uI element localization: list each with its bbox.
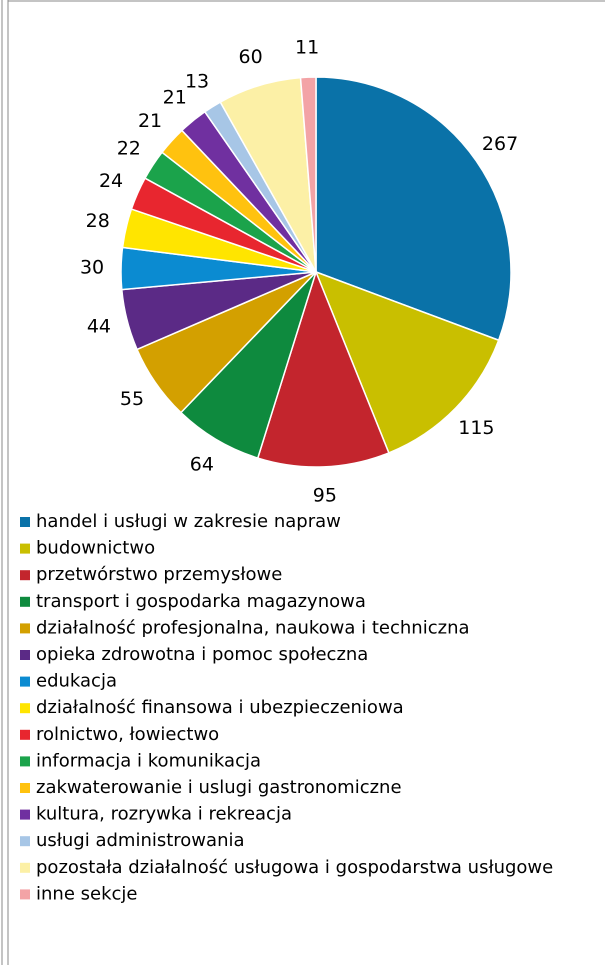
legend-label: działalność profesjonalna, naukowa i tec…: [36, 617, 470, 638]
legend-label: inne sekcje: [36, 883, 137, 904]
legend-swatch: [20, 809, 30, 820]
legend-label: transport i gospodarka magazynowa: [36, 591, 366, 612]
data-label: 11: [295, 37, 319, 59]
data-label: 13: [185, 71, 209, 93]
data-label: 115: [458, 417, 494, 439]
legend-label: zakwaterowanie i uslugi gastronomiczne: [36, 777, 402, 798]
legend-label: kultura, rozrywka i rekreacja: [36, 804, 292, 825]
legend-label: pozostała działalność usługowa i gospoda…: [36, 857, 553, 878]
legend-swatch: [20, 676, 30, 687]
legend-label: działalność finansowa i ubezpieczeniowa: [36, 697, 404, 718]
data-label: 95: [313, 484, 337, 506]
legend-swatch: [20, 836, 30, 847]
pie-slice: [299, 76, 317, 273]
legend-swatch: [20, 596, 30, 607]
legend-swatch: [20, 623, 30, 634]
data-label: 30: [80, 256, 104, 278]
pie-slice: [314, 270, 500, 454]
legend-label: handel i usługi w zakresie napraw: [36, 511, 341, 532]
legend-label: opieka zdrowotna i pomoc społeczna: [36, 644, 368, 665]
data-label: 267: [482, 133, 518, 155]
data-label: 44: [87, 316, 111, 338]
legend-label: usługi administrowania: [36, 830, 245, 851]
legend-swatch: [20, 729, 30, 740]
legend-swatch: [20, 650, 30, 660]
data-label: 60: [239, 46, 263, 68]
legend-label: budownictwo: [36, 538, 155, 559]
legend-label: edukacja: [36, 671, 117, 692]
data-label: 22: [117, 137, 141, 159]
data-label: 28: [86, 210, 110, 232]
legend-swatch: [20, 543, 30, 554]
data-label: 21: [163, 87, 187, 109]
data-label: 55: [120, 388, 144, 410]
pie-slice: [256, 269, 390, 468]
legend-label: rolnictwo, łowiectwo: [36, 724, 219, 745]
legend-swatch: [20, 517, 30, 527]
data-label: 24: [99, 170, 123, 192]
legend-swatch: [20, 570, 30, 581]
legend-label: informacja i komunikacja: [36, 750, 261, 771]
legend-swatch: [20, 862, 30, 873]
legend-swatch: [20, 703, 30, 714]
pie-slice: [315, 76, 512, 342]
legend-swatch: [20, 783, 30, 793]
legend-swatch: [20, 756, 30, 767]
legend-label: przetwórstwo przemysłowe: [36, 564, 282, 585]
data-label: 21: [138, 110, 162, 132]
legend-swatch: [20, 889, 30, 900]
data-label: 64: [190, 453, 214, 475]
